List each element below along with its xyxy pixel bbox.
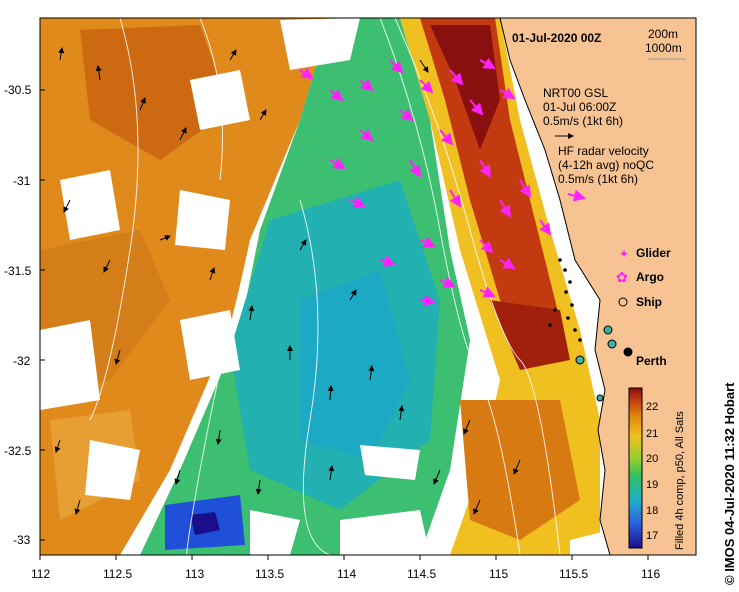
map-frame: [39, 17, 697, 556]
glider-track: [548, 258, 582, 342]
scale-depth-1000m: 1000m: [645, 41, 682, 55]
credit-text: © IMOS 04-Jul-2020 11:32 Hobart: [722, 382, 737, 585]
hf-scale-arrow: [567, 189, 586, 202]
x-tick: 115.5: [559, 567, 588, 581]
x-tick: 113: [185, 567, 204, 581]
cb-tick: 19: [646, 479, 658, 491]
x-tick: 116: [641, 567, 660, 581]
x-tick: 113.5: [255, 567, 284, 581]
x-tick: 112: [31, 567, 50, 581]
y-tick: -33: [13, 533, 31, 547]
x-tick: 112.5: [103, 567, 132, 581]
coastline: [499, 18, 611, 555]
cb-tick: 17: [646, 530, 658, 542]
y-tick: -30.5: [4, 83, 32, 97]
glider-legend-icon: ✦: [619, 247, 629, 261]
land-western-australia: [500, 18, 696, 555]
gsl-label: NRT00 GSL: [543, 86, 608, 100]
gsl-time: 01-Jul 06:00Z: [543, 100, 616, 114]
gsl-scale: 0.5m/s (1kt 6h): [543, 114, 623, 128]
ship-markers: [575, 325, 617, 402]
colorbar: [628, 387, 643, 549]
scale-depth-200m: 200m: [648, 27, 678, 41]
y-tick: -32.5: [4, 444, 32, 458]
colorbar-label: Filled 4h comp, p50, All Sats: [674, 411, 686, 550]
cloud-gaps: [40, 18, 620, 555]
cb-tick: 22: [646, 401, 658, 413]
hf-scale: 0.5m/s (1kt 6h): [558, 172, 638, 186]
x-axis: 112 112.5 113 113.5 114 114.5 115 115.5 …: [31, 555, 660, 581]
cb-tick: 18: [646, 505, 658, 517]
x-tick: 115: [489, 567, 508, 581]
y-tick: -32: [13, 354, 31, 368]
y-axis: -30.5 -31 -31.5 -32 -32.5 -33: [4, 83, 45, 547]
ship-legend-icon: [618, 297, 628, 307]
x-tick: 114.5: [407, 567, 436, 581]
hf-avg: (4-12h avg) noQC: [558, 158, 654, 172]
perth-marker: [623, 347, 633, 357]
hf-label: HF radar velocity: [558, 144, 649, 158]
argo-legend-icon: ✿: [616, 270, 628, 286]
map-plot-area: [40, 18, 696, 555]
x-tick: 114: [337, 567, 356, 581]
hf-radar-arrows: [299, 57, 552, 307]
colorbar-ticks: 22 21 20 19 18 17: [646, 401, 658, 542]
gsl-velocity-arrows: [54, 47, 521, 515]
city-perth: Perth: [636, 354, 667, 368]
ship-legend: Ship: [636, 295, 662, 309]
cb-tick: 20: [646, 453, 658, 465]
argo-legend: Argo: [636, 270, 664, 284]
y-tick: -31.5: [4, 264, 32, 278]
leeuwin-current-core: [420, 18, 565, 360]
glider-legend: Glider: [636, 246, 671, 260]
y-tick: -31: [13, 174, 31, 188]
cb-tick: 21: [646, 428, 658, 440]
date-title: 01-Jul-2020 00Z: [512, 31, 601, 45]
